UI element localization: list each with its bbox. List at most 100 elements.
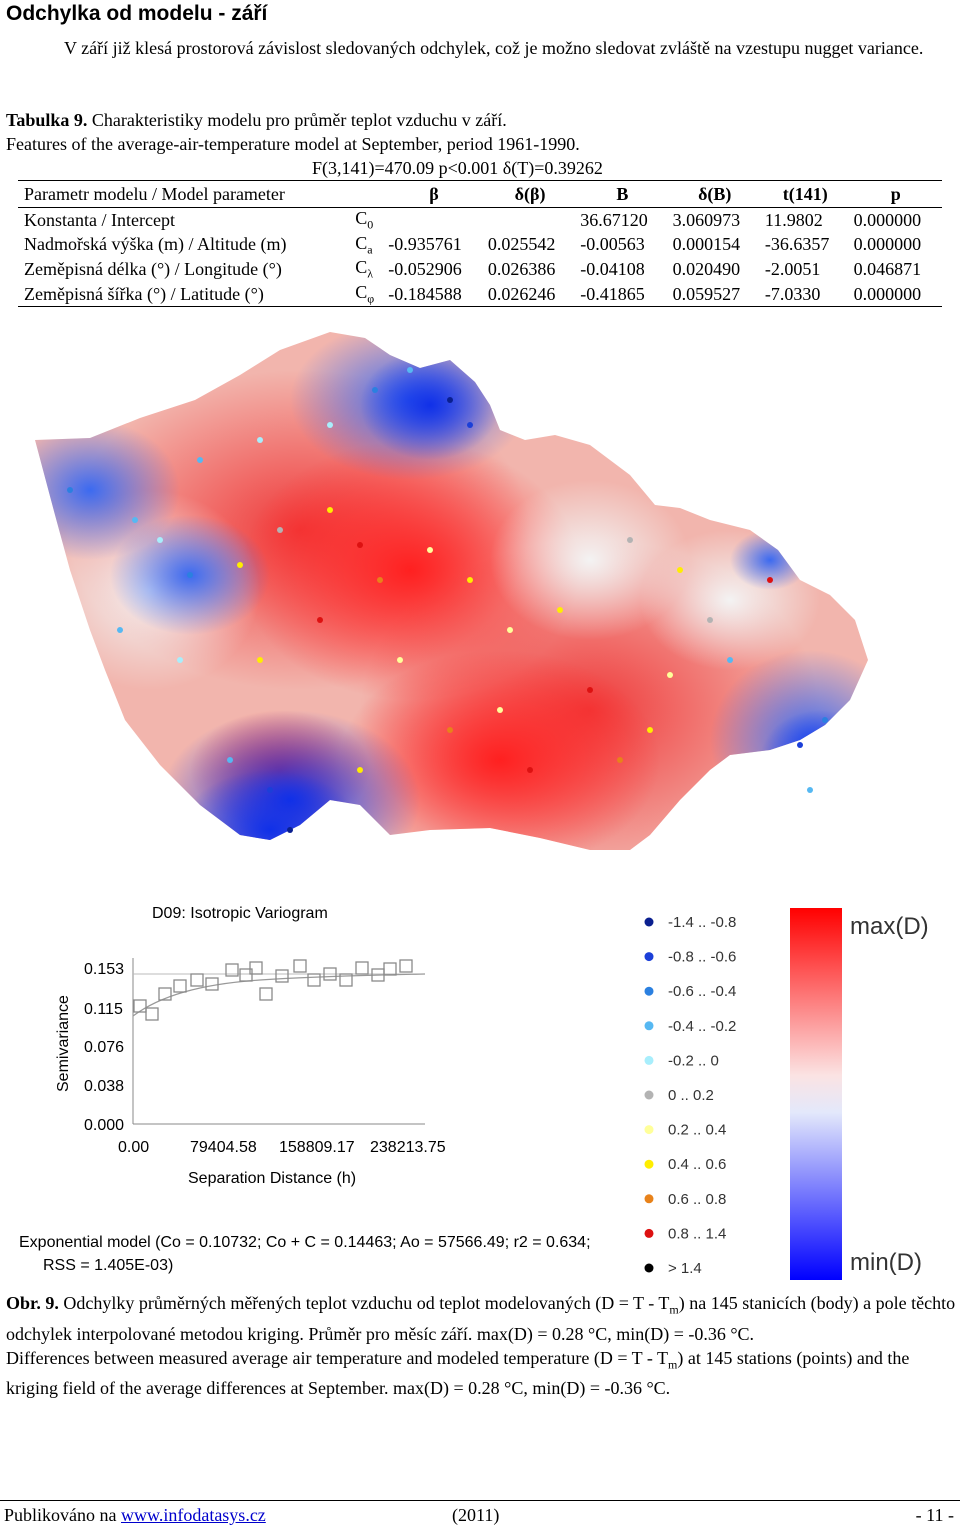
max-label: max(D) — [850, 913, 929, 940]
variogram-model-curve — [132, 973, 426, 1017]
variogram-ytick: 0.076 — [84, 1039, 124, 1056]
figure-caption-en-a: Differences between measured average air… — [6, 1347, 669, 1368]
figure-caption-cz-a: Odchylky průměrných měřených teplot vzdu… — [58, 1293, 670, 1313]
row-p: 0.000000 — [849, 281, 942, 308]
figure-caption-cz: Obr. 9. Odchylky průměrných měřených tep… — [6, 1291, 956, 1346]
legend-swatch — [644, 1194, 654, 1204]
figure-caption-cz-sub: m — [669, 1302, 679, 1317]
variogram-xlabel: Separation Distance (h) — [188, 1170, 356, 1187]
row-db: 0.020490 — [672, 258, 741, 279]
row-b: -0.41865 — [576, 281, 669, 308]
footer-year: (2011) — [452, 1505, 500, 1525]
col-header-dbeta: δ(β) — [483, 180, 577, 208]
variogram-point — [259, 987, 273, 1001]
variogram-point — [239, 968, 253, 982]
row-beta: -0.935761 — [388, 234, 462, 255]
col-header-b: B — [576, 180, 669, 208]
row-beta — [384, 208, 484, 233]
variogram-model-line1: Exponential model (Co = 0.10732; Co + C … — [19, 1234, 591, 1251]
row-symbol: Cφ — [351, 281, 385, 308]
row-symbol: Ca — [355, 232, 373, 257]
row-db: 0.000154 — [672, 234, 741, 255]
variogram-point — [383, 962, 397, 976]
model-table: Parametr modelu / Model parameter β δ(β)… — [18, 180, 942, 308]
legend-label: > 1.4 — [668, 1260, 702, 1277]
variogram-ytick: 0.153 — [84, 961, 124, 978]
figure-label: Obr. 9. — [6, 1293, 59, 1313]
min-label: min(D) — [850, 1249, 922, 1276]
table-row: Nadmořská výška (m) / Altitude (m) Ca -0.9… — [18, 233, 942, 258]
legend-swatch — [644, 917, 654, 927]
table-caption-en: Features of the average-air-temperature … — [6, 134, 580, 154]
row-p: 0.046871 — [853, 258, 922, 279]
intro-paragraph: V září již klesá prostorová závislost sl… — [64, 38, 924, 58]
figure-caption-en-b: ) at 145 stations (points) and the krigi… — [6, 1347, 910, 1399]
legend-swatch — [644, 1159, 654, 1169]
row-t: -36.6357 — [764, 234, 830, 255]
legend-swatch — [644, 1263, 654, 1273]
legend-label: -0.6 .. -0.4 — [668, 983, 736, 1000]
legend-swatch — [644, 1021, 654, 1031]
variogram-xtick: 158809.17 — [279, 1139, 355, 1156]
figure-caption-cz-b: ) na 145 stanicích (body) a pole těchto … — [6, 1293, 956, 1344]
table-label: Tabulka 9. — [6, 110, 88, 130]
variogram-ytick: 0.000 — [84, 1117, 124, 1134]
variogram-point — [275, 969, 289, 983]
col-header-p: p — [849, 180, 942, 208]
page-footer: Publikováno na www.infodatasys.cz (2011)… — [0, 1500, 960, 1525]
variogram-xtick: 0.00 — [118, 1139, 149, 1156]
row-dbeta: 0.025542 — [487, 234, 556, 255]
table-row: Zeměpisná šířka (°) / Latitude (°) Cφ -0.1… — [18, 281, 942, 308]
legend-label: 0 .. 0.2 — [668, 1087, 714, 1104]
variogram-point — [293, 959, 307, 973]
table-header-row: Parametr modelu / Model parameter β δ(β)… — [18, 180, 942, 208]
legend-swatch — [644, 952, 654, 962]
figure-caption-en-sub: m — [668, 1357, 678, 1372]
row-db: 3.060973 — [672, 209, 741, 230]
col-header-beta: β — [384, 180, 484, 208]
figure-caption-en: Differences between measured average air… — [6, 1346, 956, 1401]
color-ramp: max(D) min(D) — [790, 908, 929, 1280]
variogram-point — [205, 977, 219, 991]
col-header-parameter: Parametr modelu / Model parameter — [18, 180, 385, 208]
variogram-point — [355, 961, 369, 975]
variogram-point — [158, 987, 172, 1001]
page-title: Odchylka od modelu - září — [6, 2, 268, 25]
variogram-point — [225, 963, 239, 977]
variogram-point — [145, 1007, 159, 1021]
row-t: 11.9802 — [764, 209, 823, 230]
table-caption-cz: Tabulka 9. Charakteristiky modelu pro pr… — [6, 108, 507, 132]
table-row: Konstanta / Intercept C0 36.67120 3.060973 1… — [18, 208, 942, 233]
row-dbeta: 0.026386 — [487, 258, 556, 279]
legend-label: -0.8 .. -0.6 — [668, 949, 736, 966]
row-name: Zeměpisná šířka (°) / Latitude (°) — [18, 281, 352, 308]
col-header-db: δ(B) — [668, 180, 761, 208]
footer-link[interactable]: www.infodatasys.cz — [121, 1505, 266, 1525]
row-name: Zeměpisná délka (°) / Longitude (°) — [24, 258, 282, 279]
row-beta: -0.184588 — [384, 281, 484, 308]
variogram-model-line2: RSS = 1.405E-03) — [43, 1257, 173, 1274]
legend-swatch — [644, 986, 654, 996]
row-name: Konstanta / Intercept — [24, 209, 175, 230]
row-symbol: Cλ — [355, 257, 374, 281]
variogram-point — [339, 973, 353, 987]
legend-label: -0.4 .. -0.2 — [668, 1018, 736, 1035]
variogram-ytick: 0.038 — [84, 1078, 124, 1095]
row-dbeta: 0.026246 — [483, 281, 577, 308]
variogram-point — [323, 967, 337, 981]
row-name: Nadmořská výška (m) / Altitude (m) — [24, 234, 287, 255]
variogram-point — [307, 973, 321, 987]
table-caption-cz-text: Charakteristiky modelu pro průměr teplot… — [87, 110, 507, 130]
color-ramp-bar — [790, 908, 842, 1280]
variogram-point — [173, 979, 187, 993]
legend-label: 0.8 .. 1.4 — [668, 1225, 726, 1242]
variogram-point — [399, 959, 413, 973]
row-t: -7.0330 — [760, 281, 850, 308]
legend-label: -0.2 .. 0 — [668, 1052, 719, 1069]
table-stats: F(3,141)=470.09 p<0.001 δ(T)=0.39262 — [312, 158, 603, 178]
row-b: 36.67120 — [580, 209, 648, 230]
variogram-ylabel: Semivariance — [55, 995, 72, 1092]
footer-page-number: - 11 - — [915, 1505, 954, 1525]
legend-swatch — [644, 1228, 654, 1238]
legend-label: 0.6 .. 0.8 — [668, 1191, 726, 1208]
